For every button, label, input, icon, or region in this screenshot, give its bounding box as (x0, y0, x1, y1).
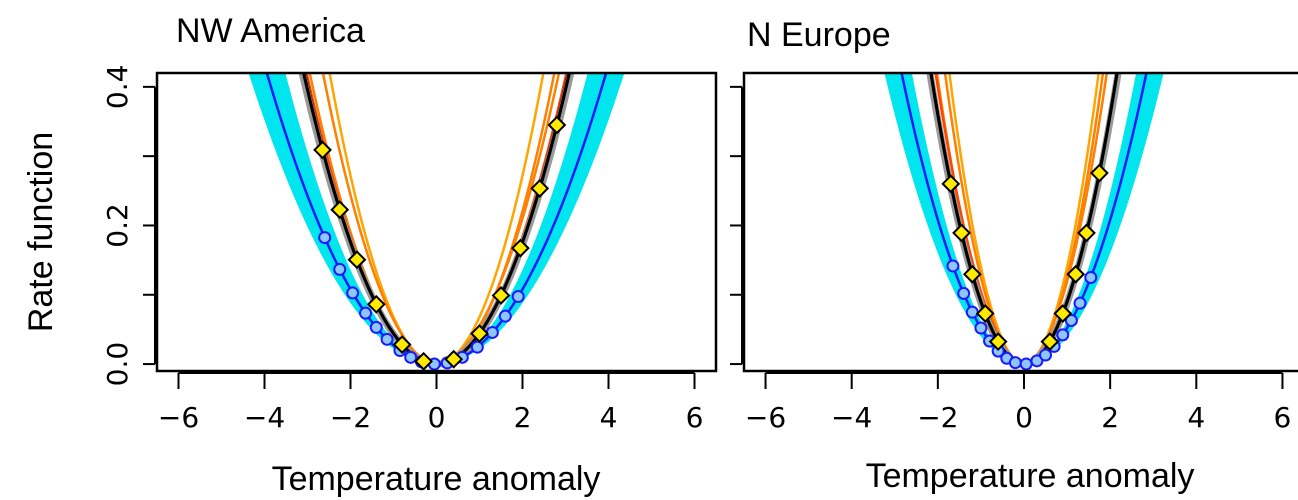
circle-marker-8 (1019, 357, 1033, 371)
plot-area (248, 73, 625, 371)
y-tick-label: 0.2 (101, 203, 134, 248)
diamond-marker-7 (470, 324, 489, 343)
y-axis-label: Rate function (22, 132, 60, 332)
x-tick-label: 0 (1015, 401, 1033, 434)
x-tick-label: −2 (917, 401, 958, 434)
x-tick-label: 6 (686, 401, 704, 434)
panel-nw-america: NW America Temperature anomaly Rate functi… (22, 12, 718, 498)
circle-marker-15 (511, 290, 525, 304)
series-line-5 (298, 73, 575, 368)
circle-marker-14 (498, 309, 512, 323)
circle-marker-15 (1084, 270, 1098, 284)
x-tick-label: −2 (330, 401, 371, 434)
plot-frame (155, 71, 718, 373)
circle-marker-1 (333, 262, 347, 276)
circle-marker-5 (380, 332, 394, 346)
circle-marker-1 (957, 286, 971, 300)
x-tick-label: 4 (1187, 401, 1205, 434)
uncertainty-band (248, 73, 625, 365)
diamond-marker-2 (962, 264, 982, 284)
circle-marker-9 (1030, 354, 1044, 368)
y-tick-label: 0.4 (101, 65, 134, 110)
circle-marker-13 (1064, 313, 1078, 327)
series-line-8 (302, 73, 571, 366)
circle-marker-12 (1056, 328, 1070, 342)
diamond-marker-9 (1089, 163, 1109, 183)
circle-marker-7 (1008, 356, 1022, 370)
y-tick-label: 0.0 (101, 342, 134, 387)
diamond-marker-5 (414, 351, 434, 371)
series-line-6 (302, 73, 571, 366)
plot-frame (742, 71, 1298, 373)
x-tick-label: −4 (831, 401, 872, 434)
x-tick-label: −6 (158, 401, 199, 434)
diamond-marker-6 (1053, 304, 1073, 323)
diamond-marker-0 (313, 140, 332, 160)
x-tick-label: −4 (244, 401, 285, 434)
circle-marker-12 (470, 340, 484, 354)
plot-area (884, 73, 1164, 371)
circle-marker-13 (485, 325, 499, 339)
x-tick-label: 2 (514, 401, 532, 434)
diamond-marker-0 (941, 174, 961, 194)
circle-marker-2 (346, 286, 360, 300)
diamond-marker-3 (366, 294, 386, 314)
x-axis-label: Temperature anomaly (866, 457, 1195, 495)
series-line-4 (303, 73, 570, 366)
chart-title: N Europe (747, 16, 891, 54)
diamond-marker-1 (330, 200, 350, 220)
x-tick-label: 0 (428, 401, 446, 434)
diamond-marker-3 (975, 304, 995, 323)
diamond-marker-10 (530, 179, 550, 198)
circle-marker-2 (965, 305, 979, 319)
circle-marker-0 (318, 231, 332, 245)
circle-marker-0 (946, 259, 960, 273)
circle-marker-7 (404, 350, 418, 364)
diamond-marker-2 (347, 250, 367, 270)
x-tick-label: 6 (1274, 401, 1292, 434)
diamond-marker-6 (444, 349, 464, 369)
circle-marker-14 (1073, 296, 1087, 310)
diamond-marker-8 (1077, 223, 1096, 243)
diamond-marker-4 (392, 335, 412, 354)
diamond-marker-8 (491, 286, 511, 305)
x-tick-label: −6 (745, 401, 786, 434)
x-tick-label: 4 (600, 401, 618, 434)
diamond-marker-5 (1040, 332, 1060, 352)
diamond-marker-11 (547, 115, 567, 135)
panel-n-europe: N Europe Temperature anomaly −6 −4 −2 0 2 4 6 (730, 16, 1298, 495)
diamond-marker-4 (988, 332, 1008, 352)
circle-marker-3 (974, 321, 988, 335)
circle-marker-4 (369, 320, 383, 334)
diamond-marker-9 (510, 238, 530, 258)
chart-title: NW America (176, 12, 365, 50)
diamond-marker-1 (952, 223, 971, 243)
circle-marker-3 (359, 306, 373, 320)
circle-marker-10 (1039, 348, 1053, 362)
uncertainty-band (884, 73, 1164, 365)
diamond-marker-7 (1066, 264, 1086, 284)
x-tick-label: 2 (1101, 401, 1119, 434)
x-axis-label: Temperature anomaly (272, 460, 601, 498)
